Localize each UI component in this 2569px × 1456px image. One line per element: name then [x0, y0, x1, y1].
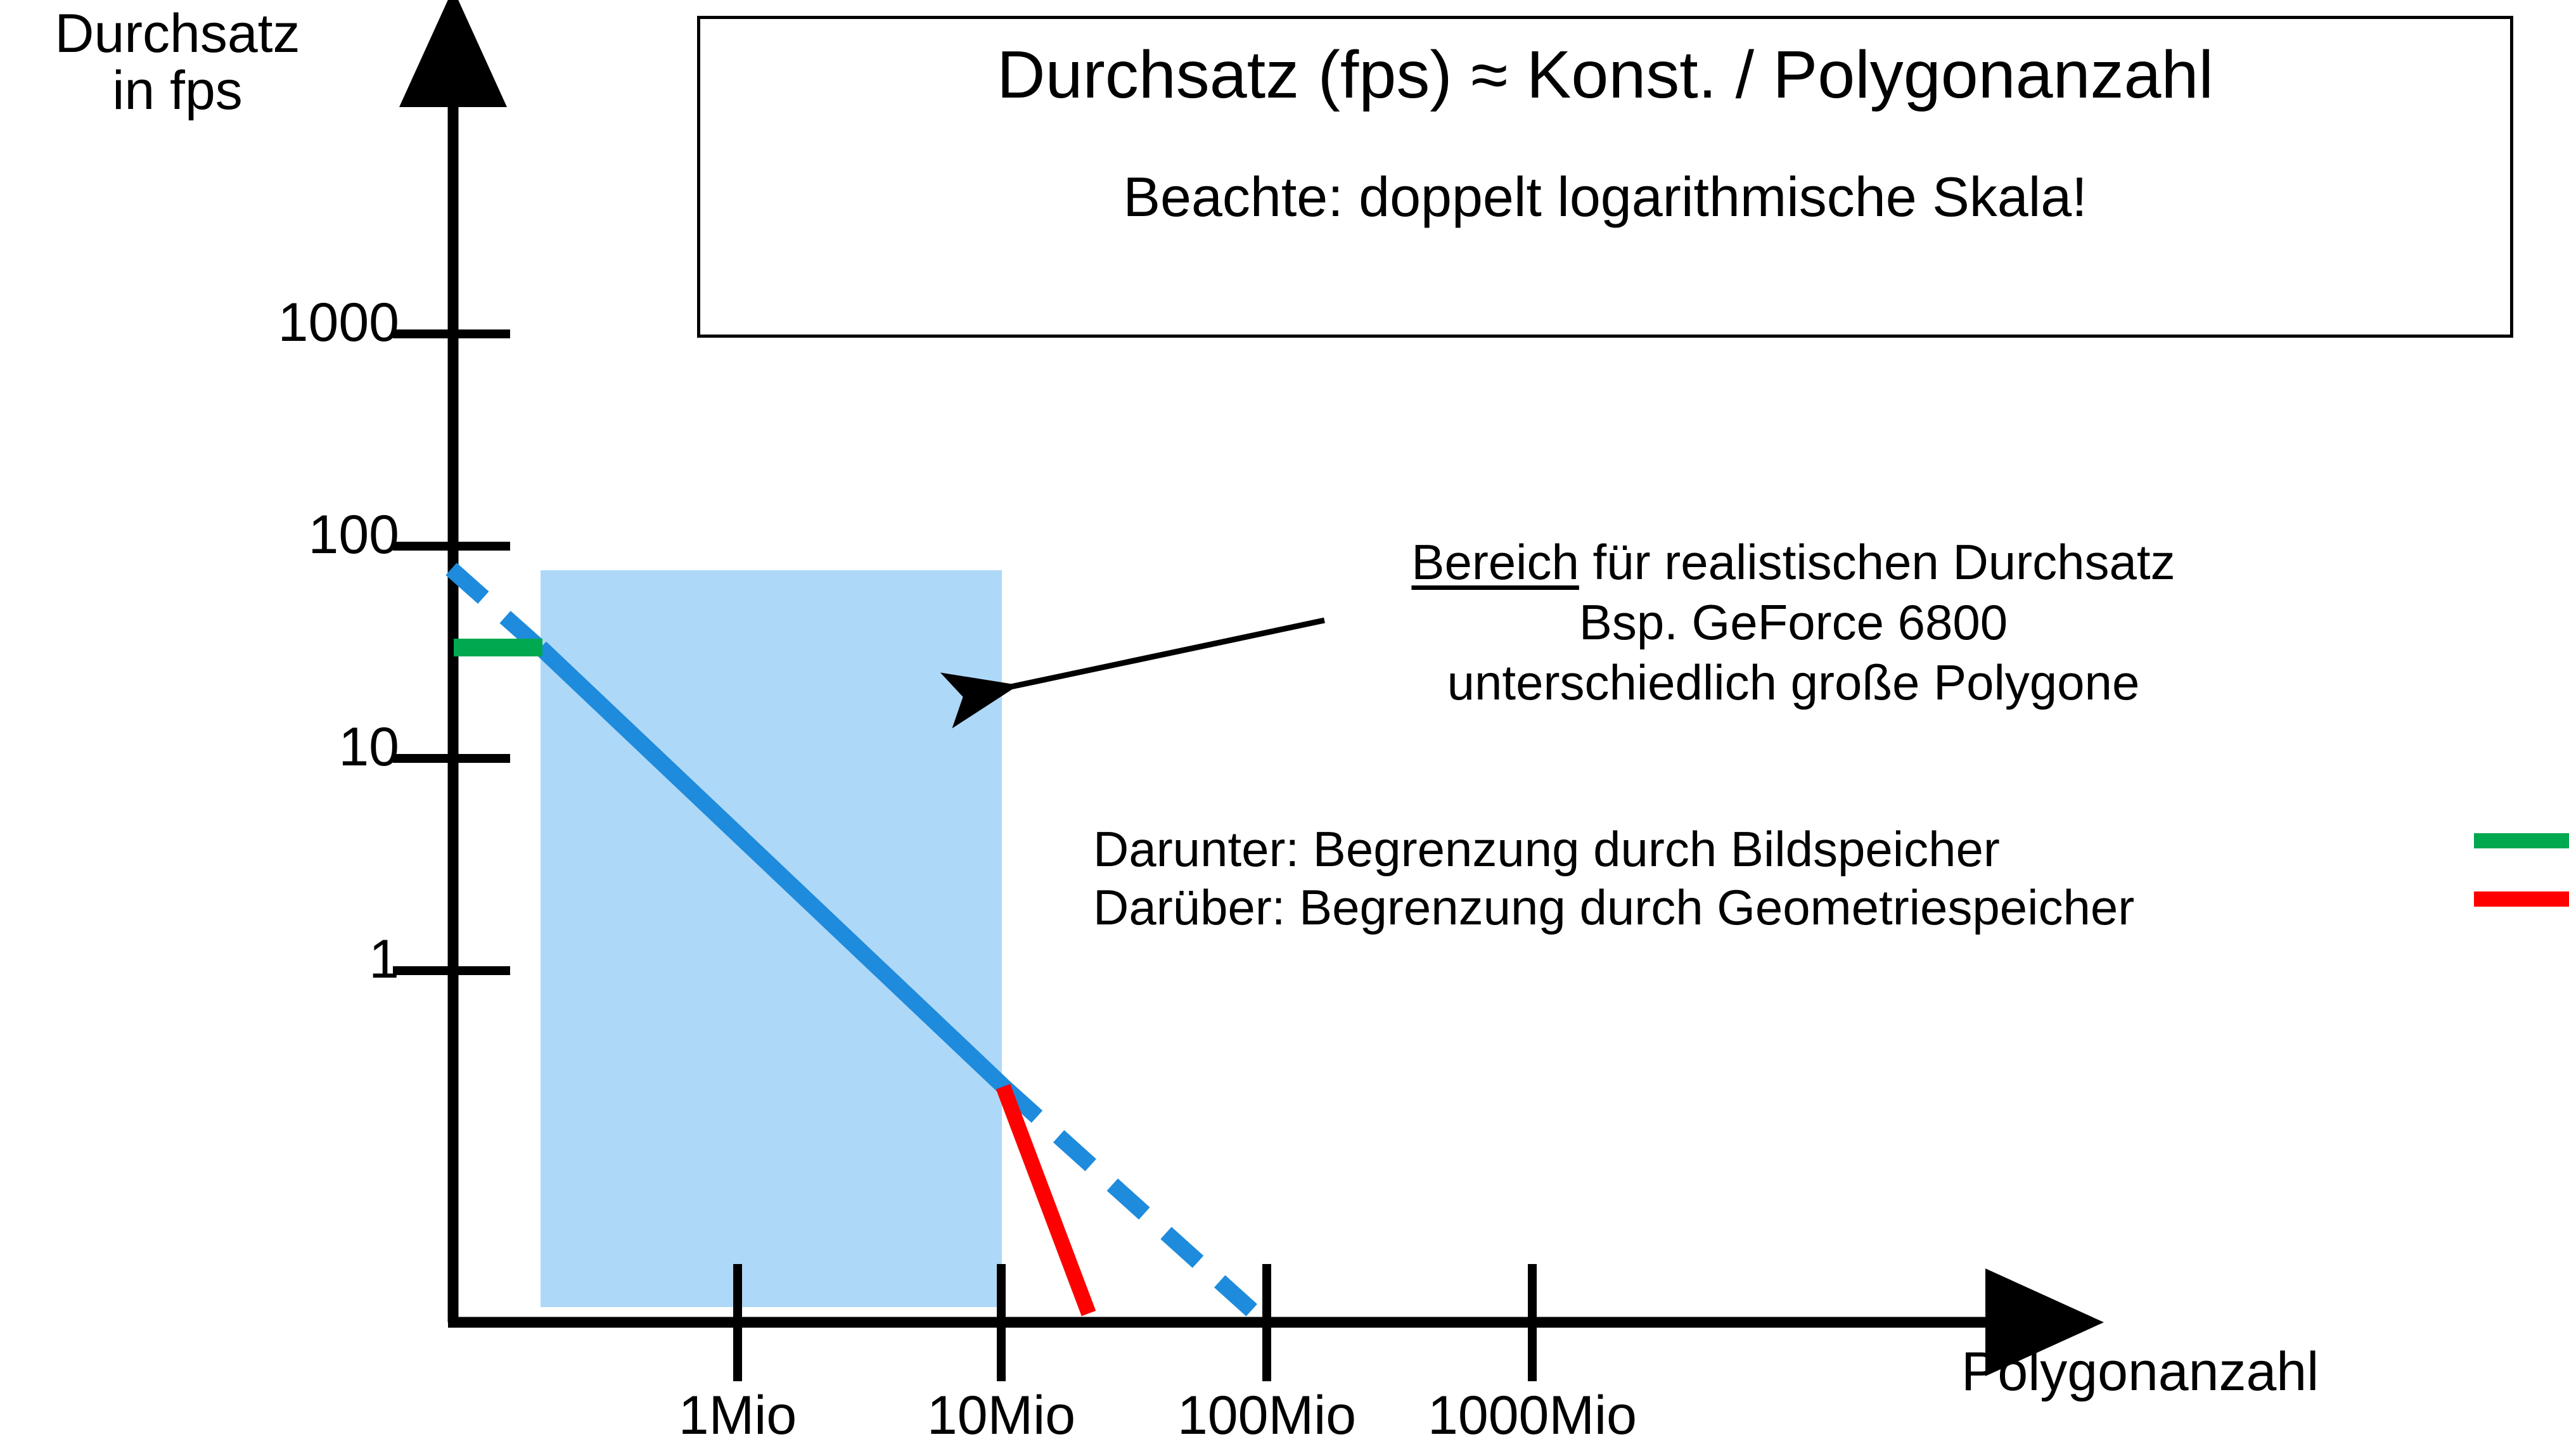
annotation-line-2: Bsp. GeForce 6800 [1579, 594, 2008, 651]
throughput-curve-solid [535, 641, 1011, 1094]
annotation-block: Bereich für realistischen Durchsatz Bsp.… [1255, 532, 2332, 713]
y-tick-label-10: 10 [338, 717, 399, 777]
annotation-underlined-word: Bereich [1411, 534, 1579, 590]
annotation-callout-arrow [940, 617, 1325, 729]
y-axis-title-line2: in fps [112, 60, 243, 122]
legend-swatch-red [2474, 891, 2569, 907]
legend-item-geometriespeicher: Darüber: Begrenzung durch Geometriespeic… [1093, 872, 2569, 935]
x-tick-label-1000mio: 1000Mio [1428, 1385, 1637, 1446]
legend-item-bildspeicher: Darunter: Begrenzung durch Bildspeicher [1093, 814, 2569, 877]
realistic-range-region [541, 570, 1002, 1307]
annotation-line-1: Bereich für realistischen Durchsatz [1255, 532, 2332, 592]
x-tick-label-100mio: 100Mio [1177, 1385, 1357, 1446]
y-tick-label-100: 100 [308, 504, 400, 565]
y-axis-ticks [393, 329, 510, 975]
legend: Darunter: Begrenzung durch Bildspeicher … [1093, 814, 2569, 935]
y-axis-title: Durchsatz in fps [6, 5, 349, 120]
x-axis-ticks [733, 1264, 1537, 1381]
x-tick-label-1mio: 1Mio [678, 1385, 797, 1446]
title-formula: Durchsatz (fps) ≈ Konst. / Polygonanzahl [997, 37, 2213, 112]
geometry-limit-line [996, 1083, 1096, 1317]
x-axis-title: Polygonanzahl [1961, 1341, 2319, 1402]
legend-swatch-green [2474, 833, 2569, 848]
throughput-curve-dashed-upper [445, 563, 549, 658]
legend-label-geometriespeicher: Darüber: Begrenzung durch Geometriespeic… [1093, 879, 2135, 935]
legend-label-bildspeicher: Darunter: Begrenzung durch Bildspeicher [1093, 821, 2000, 877]
title-note: Beachte: doppelt logarithmische Skala! [1123, 165, 2087, 228]
annotation-line-3: unterschiedlich große Polygone [1447, 655, 2140, 711]
x-tick-label-10mio: 10Mio [926, 1385, 1076, 1446]
title-box: Durchsatz (fps) ≈ Konst. / Polygonanzahl… [697, 16, 2513, 338]
y-tick-label-1000: 1000 [278, 292, 399, 353]
annotation-line1-rest: für realistischen Durchsatz [1579, 534, 2175, 590]
y-axis-title-line1: Durchsatz [54, 3, 300, 64]
throughput-curve-dashed-lower [999, 1082, 1274, 1332]
y-tick-label-1: 1 [369, 929, 399, 990]
